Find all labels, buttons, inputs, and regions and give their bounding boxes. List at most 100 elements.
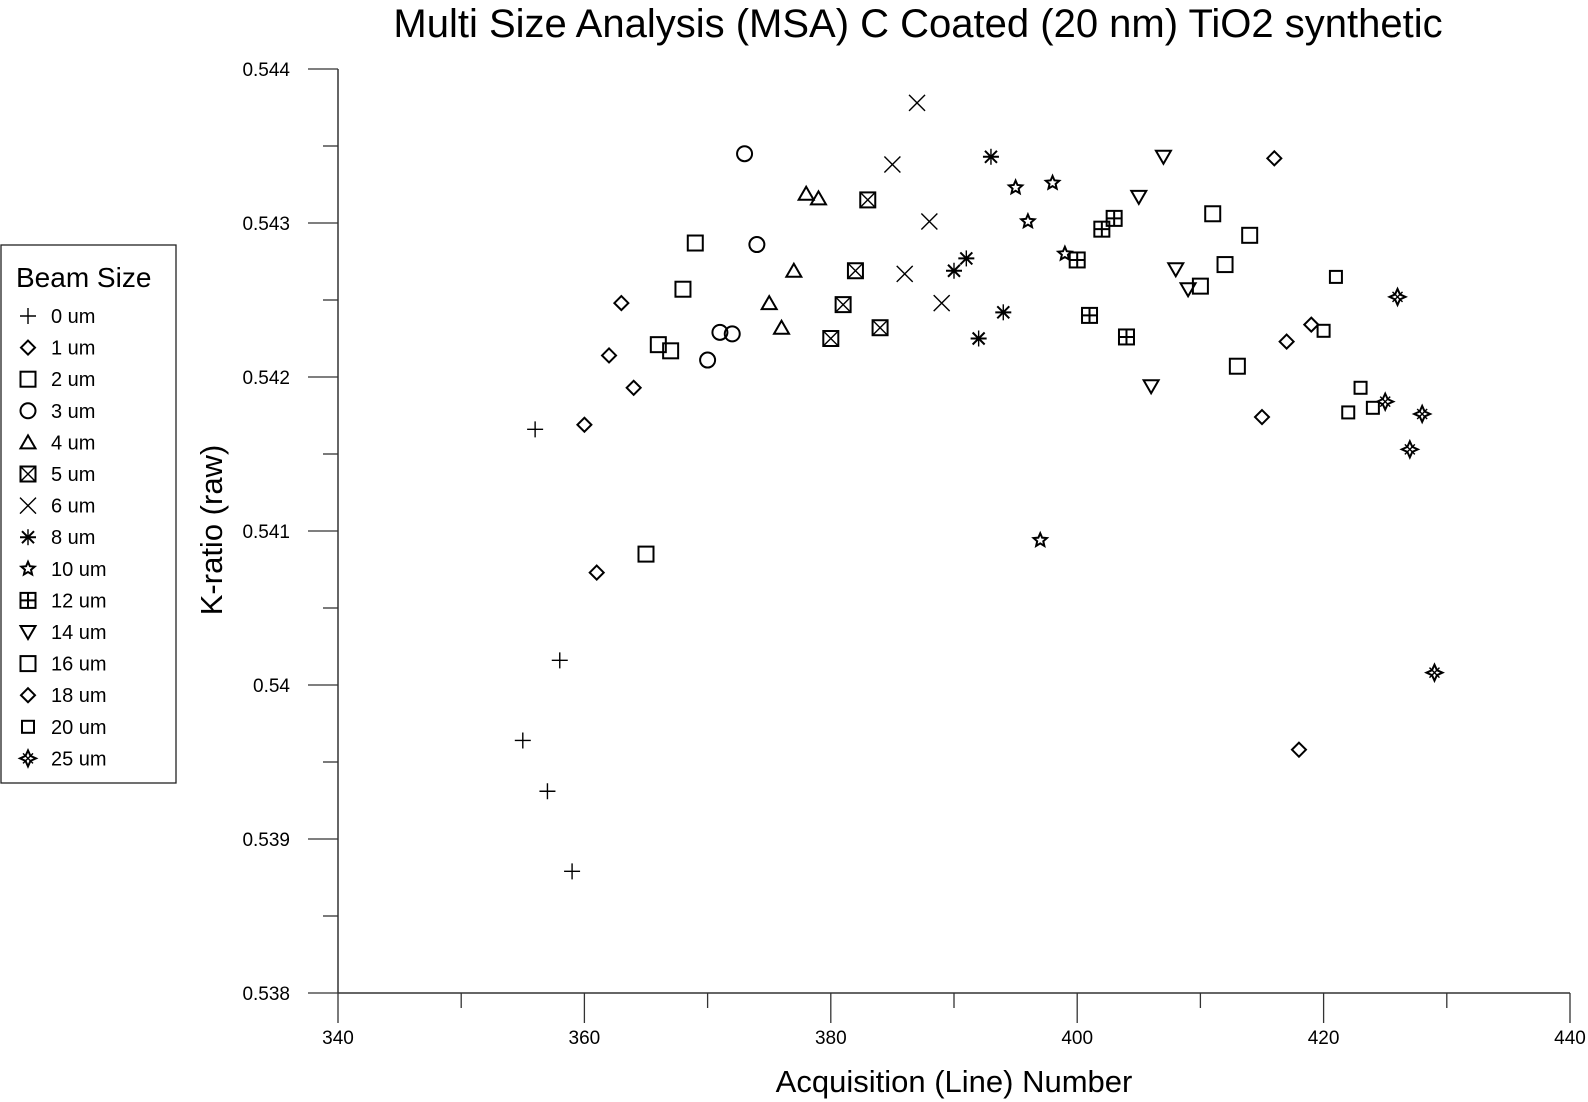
series-6-um: [883, 94, 951, 312]
data-point: [1081, 306, 1099, 324]
legend-item-label: 8 um: [51, 527, 95, 549]
series-25-um: [1374, 286, 1445, 684]
data-point: [958, 250, 975, 267]
data-point: [946, 262, 962, 279]
legend-marker-icon: [19, 497, 37, 515]
data-point: [1374, 391, 1396, 413]
data-point: [1241, 226, 1259, 244]
legend-item-label: 6 um: [51, 496, 95, 518]
data-point: [1006, 178, 1025, 196]
x-axis-label: Acquisition (Line) Number: [776, 1064, 1133, 1099]
data-point: [711, 323, 729, 341]
data-point: [1399, 438, 1421, 460]
data-point: [686, 234, 704, 252]
legend-item-label: 10 um: [51, 559, 107, 581]
legend-marker-icon: [18, 559, 38, 577]
x-tick-label: 400: [1061, 1028, 1093, 1049]
series-12-um: [1068, 209, 1135, 346]
legend-item-label: 14 um: [51, 622, 107, 644]
legend-item-label: 5 um: [51, 464, 95, 486]
legend-marker-icon: [17, 747, 39, 769]
data-point: [575, 416, 593, 434]
series-5-um: [822, 191, 889, 347]
legend-items: 0 um 1 um 2 um 3 um 4 um 5 um 6 um 8 um 10 um 12 …: [17, 306, 107, 770]
x-tick-label: 380: [815, 1028, 847, 1049]
y-tick-label: 0.541: [242, 522, 290, 543]
data-point: [1141, 379, 1161, 396]
x-tick-label: 360: [569, 1028, 601, 1049]
legend-marker-icon: [21, 719, 35, 734]
data-point: [834, 296, 852, 314]
legend-marker-icon: [20, 529, 36, 546]
legend-item-label: 25 um: [51, 748, 107, 770]
legend-item-label: 20 um: [51, 717, 107, 739]
data-point: [1265, 149, 1283, 167]
legend-item-label: 0 um: [51, 306, 95, 328]
data-point: [588, 564, 606, 581]
x-ticks: 340 360 380 400 420 440: [322, 993, 1586, 1049]
legend-marker-icon: [18, 625, 38, 642]
data-point: [1316, 323, 1331, 338]
data-point: [920, 212, 938, 230]
legend-item-label: 2 um: [51, 369, 95, 391]
data-points: [514, 94, 1445, 880]
data-point: [1204, 205, 1222, 223]
legend-item-label: 3 um: [51, 401, 95, 423]
data-point: [637, 545, 655, 563]
data-point: [723, 325, 741, 343]
data-point: [612, 294, 630, 312]
data-point: [600, 347, 618, 364]
y-ticks: 0.538 0.539 0.54 0.541 0.542 0.543 0.544: [242, 60, 338, 1005]
x-tick-label: 440: [1554, 1028, 1586, 1049]
data-point: [796, 184, 816, 201]
legend-item-label: 16 um: [51, 654, 107, 676]
data-point: [846, 262, 864, 280]
series-3-um: [699, 145, 766, 369]
series-10-um: [1006, 173, 1074, 548]
data-point: [784, 261, 804, 278]
data-point: [1178, 282, 1198, 299]
data-point: [883, 155, 901, 173]
data-point: [1290, 741, 1308, 759]
data-point: [1105, 209, 1123, 227]
data-point: [1411, 403, 1433, 425]
data-point: [896, 265, 914, 283]
data-point: [674, 280, 692, 298]
series-20-um: [1316, 269, 1380, 420]
x-tick-label: 420: [1308, 1028, 1340, 1049]
legend-item-label: 1 um: [51, 338, 95, 360]
y-tick-label: 0.54: [253, 676, 290, 697]
y-tick-label: 0.543: [242, 214, 290, 235]
data-point: [759, 294, 779, 311]
series-2-um: [637, 234, 704, 563]
data-point: [1353, 380, 1368, 395]
data-point: [1093, 220, 1111, 238]
data-point: [1154, 149, 1173, 166]
data-point: [1068, 251, 1086, 269]
series-8-um: [946, 148, 1012, 347]
data-point: [1191, 277, 1209, 295]
legend-marker-icon: [19, 655, 37, 673]
data-point: [1031, 530, 1050, 548]
legend-item-label: 18 um: [51, 685, 107, 707]
y-tick-label: 0.539: [242, 830, 290, 851]
data-point: [564, 863, 581, 880]
legend-item-label: 12 um: [51, 590, 107, 612]
data-point: [1278, 333, 1296, 350]
data-point: [982, 148, 999, 165]
legend: Beam Size 0 um 1 um 2 um 3 um 4 um 5 um 6 um 8 …: [0, 244, 177, 784]
data-point: [551, 652, 568, 669]
series-18-um: [1253, 149, 1320, 759]
chart-title: Multi Size Analysis (MSA) C Coated (20 n…: [393, 2, 1442, 46]
data-point: [699, 351, 717, 369]
y-tick-label: 0.538: [242, 984, 290, 1005]
legend-box: [0, 244, 177, 784]
data-point: [1166, 262, 1185, 279]
data-point: [625, 379, 643, 397]
data-point: [822, 330, 840, 347]
data-point: [748, 236, 766, 254]
legend-marker-icon: [19, 465, 37, 483]
data-point: [1216, 256, 1234, 274]
legend-marker-icon: [19, 686, 37, 704]
